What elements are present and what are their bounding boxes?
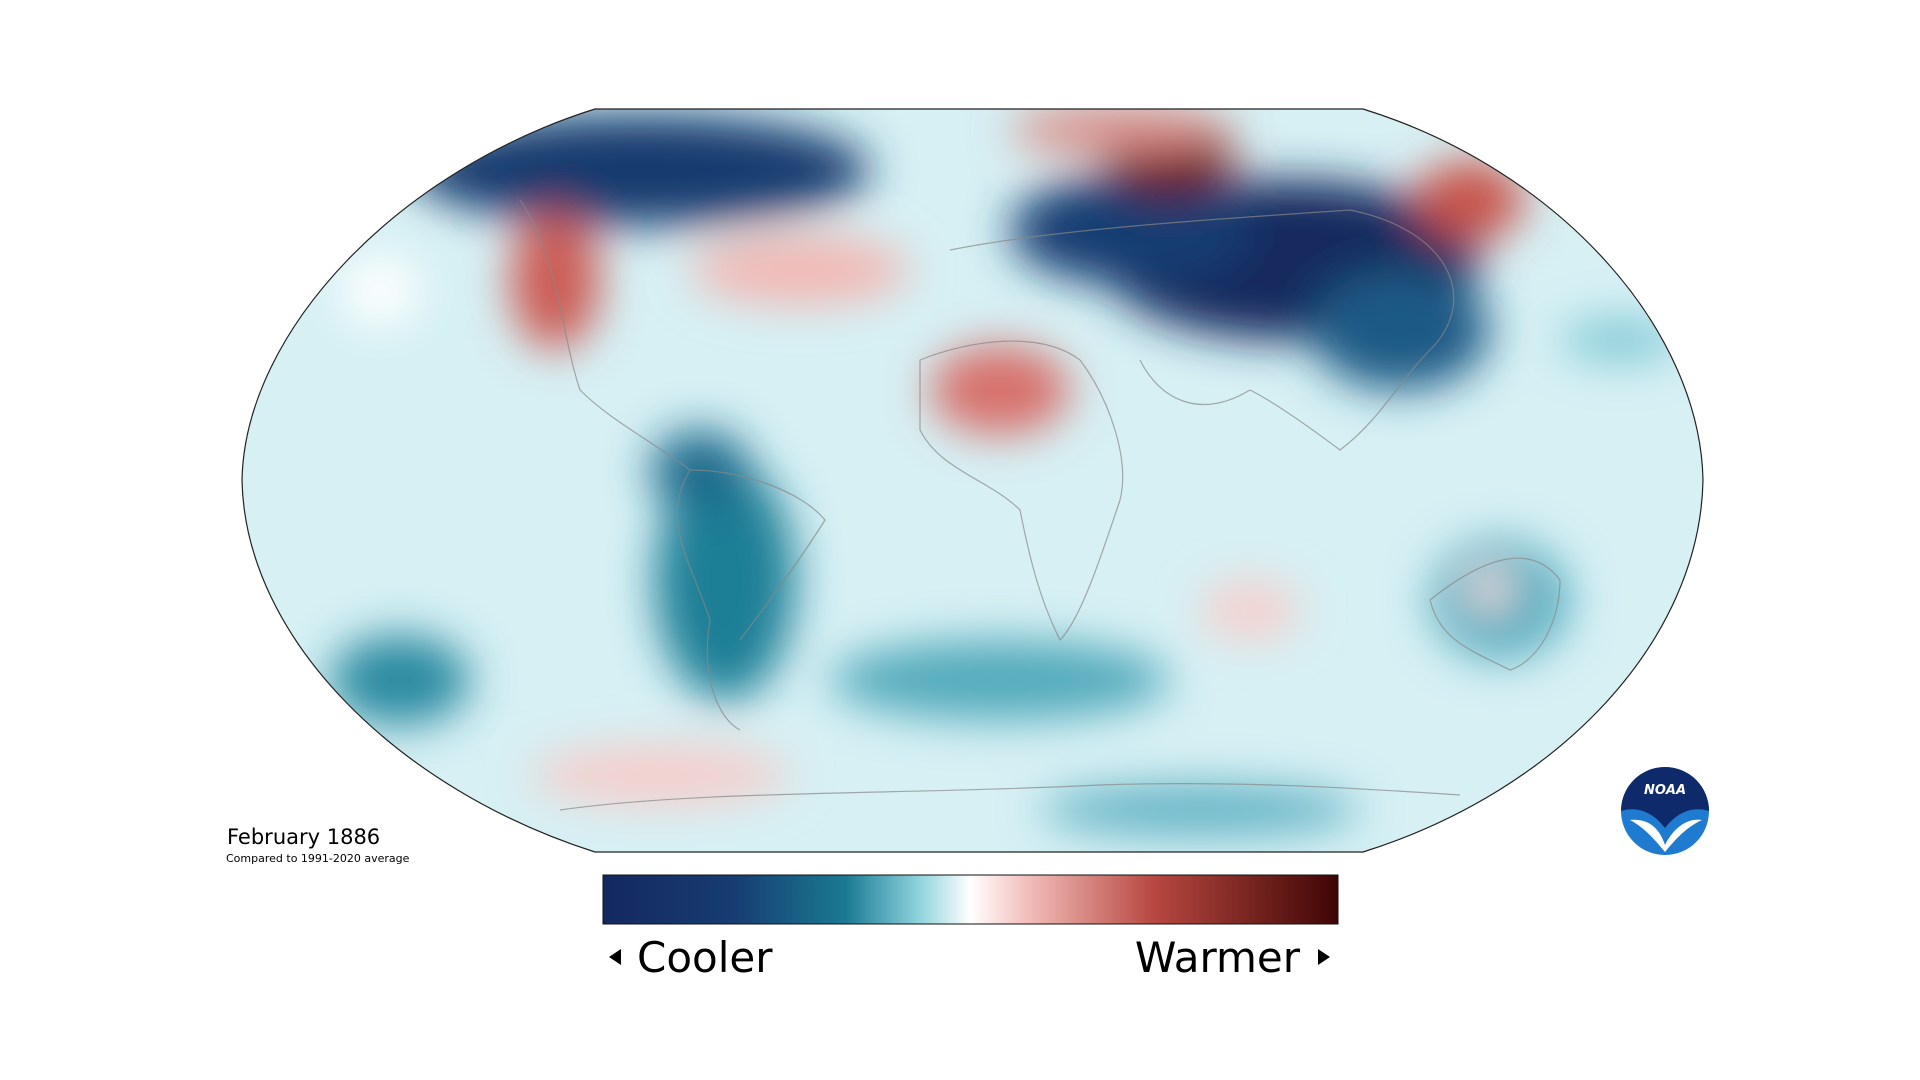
noaa-logo: NOAA (1621, 767, 1709, 855)
right-arrow (1318, 949, 1330, 965)
left-arrow (609, 949, 621, 965)
map-border (241, 108, 1704, 853)
anomaly-field (242, 109, 1703, 852)
map-subtitle: Compared to 1991-2020 average (226, 852, 410, 865)
color-bar (602, 874, 1339, 925)
logo-text: NOAA (1644, 783, 1686, 798)
legend-low-label: Cooler (637, 933, 773, 982)
coastlines (519, 199, 1561, 811)
map-title: February 1886 (227, 825, 380, 849)
legend-high-label: Warmer (1135, 933, 1301, 982)
